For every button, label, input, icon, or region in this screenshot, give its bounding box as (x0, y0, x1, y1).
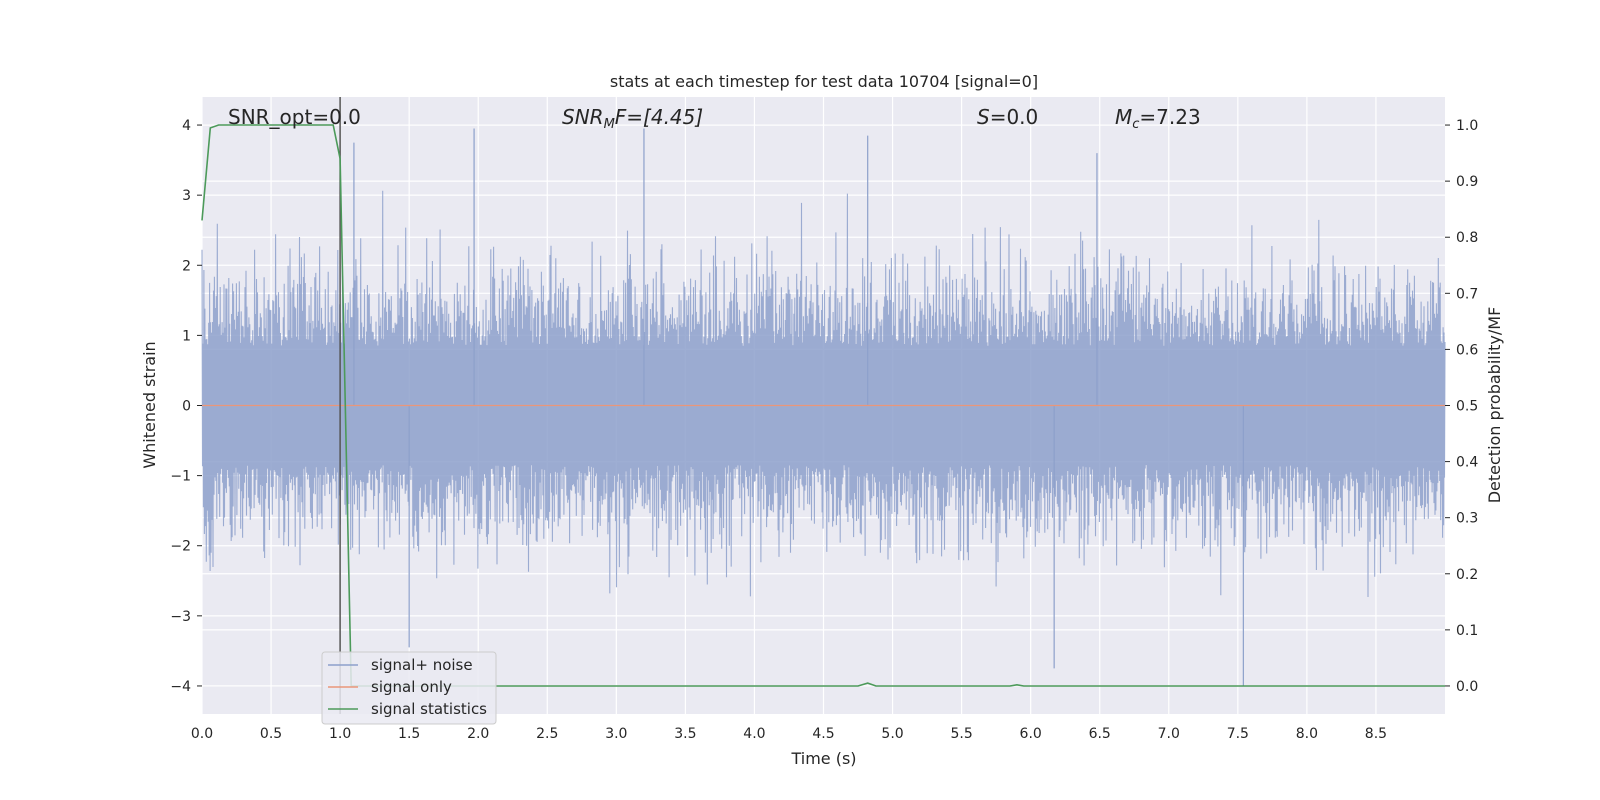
mc-sub: c (1132, 117, 1139, 132)
legend-label-noise: signal+ noise (371, 656, 473, 674)
y-right-tick-label: 0.6 (1456, 342, 1478, 358)
y-right-tick-label: 0.1 (1456, 623, 1478, 639)
x-tick-label: 7.0 (1158, 726, 1180, 742)
x-tick-label: 3.5 (674, 726, 696, 742)
s-suffix: =0.0 (990, 105, 1039, 129)
x-tick-label: 2.5 (536, 726, 558, 742)
snr-mf-sub: M (604, 117, 615, 132)
s-annotation: S=0.0 (977, 105, 1038, 129)
x-tick-label: 4.0 (743, 726, 765, 742)
y-right-tick-label: 0.0 (1456, 679, 1478, 695)
snr-opt-annotation: SNR_opt=0.0 (228, 105, 361, 129)
x-tick-label: 2.0 (467, 726, 489, 742)
x-tick-label: 8.5 (1365, 726, 1387, 742)
y-tick-label: 4 (182, 118, 191, 134)
y-right-tick-label: 0.8 (1456, 230, 1478, 246)
y-right-tick-label: 0.2 (1456, 567, 1478, 583)
x-tick-label: 0.5 (260, 726, 282, 742)
x-axis-label: Time (s) (790, 749, 856, 768)
y-tick-label: 3 (182, 188, 191, 204)
legend-label-signal-only: signal only (371, 678, 452, 696)
y-right-tick-label: 0.9 (1456, 174, 1478, 190)
snr-mf-prefix: SNR (562, 105, 604, 129)
y-tick-label: 0 (182, 399, 191, 415)
x-tick-label: 5.0 (881, 726, 903, 742)
y-tick-label: −4 (170, 679, 191, 695)
legend-box (321, 651, 497, 725)
x-tick-label: 1.0 (329, 726, 351, 742)
y-right-tick-label: 0.7 (1456, 286, 1478, 302)
y-tick-label: −1 (170, 469, 191, 485)
snr-mf-suffix-text: F=[4.45] (615, 105, 703, 129)
y-tick-label: −3 (170, 609, 191, 625)
mc-annotation: Mc=7.23 (1115, 105, 1201, 132)
mc-suffix: =7.23 (1139, 105, 1200, 129)
ticks: 0.0 0.5 1.0 1.5 2.0 2.5 3.0 3.5 4.0 4.5 5.0 5.5 6.0 6… (170, 118, 1478, 742)
x-tick-label: 6.5 (1089, 726, 1111, 742)
y-right-axis-label: Detection probability/MF (1485, 307, 1504, 504)
y-right-tick-label: 0.3 (1456, 511, 1478, 527)
x-tick-label: 6.0 (1020, 726, 1042, 742)
x-tick-label: 3.0 (605, 726, 627, 742)
y-tick-label: 2 (182, 258, 191, 274)
x-tick-label: 4.5 (812, 726, 834, 742)
x-tick-label: 5.5 (950, 726, 972, 742)
snr-mf-suffix: F=[4.45] (615, 105, 703, 129)
y-right-tick-label: 0.5 (1456, 399, 1478, 415)
legend: signal+ noise signal only signal statist… (321, 651, 497, 725)
y-tick-label: −2 (170, 539, 191, 555)
legend-label-statistics: signal statistics (371, 700, 487, 718)
x-tick-label: 0.0 (191, 726, 213, 742)
y-tick-label: 1 (182, 328, 191, 344)
x-tick-label: 7.5 (1227, 726, 1249, 742)
x-tick-label: 8.0 (1296, 726, 1318, 742)
s-prefix: S (977, 105, 990, 129)
snr-mf-annotation: SNRMF=[4.45] (562, 105, 703, 132)
y-axis-label: Whitened strain (140, 341, 159, 468)
chart-title: stats at each timestep for test data 107… (610, 72, 1038, 91)
y-right-tick-label: 1.0 (1456, 118, 1478, 134)
mc-prefix: M (1115, 105, 1132, 129)
x-tick-label: 1.5 (398, 726, 420, 742)
y-right-tick-label: 0.4 (1456, 455, 1478, 471)
